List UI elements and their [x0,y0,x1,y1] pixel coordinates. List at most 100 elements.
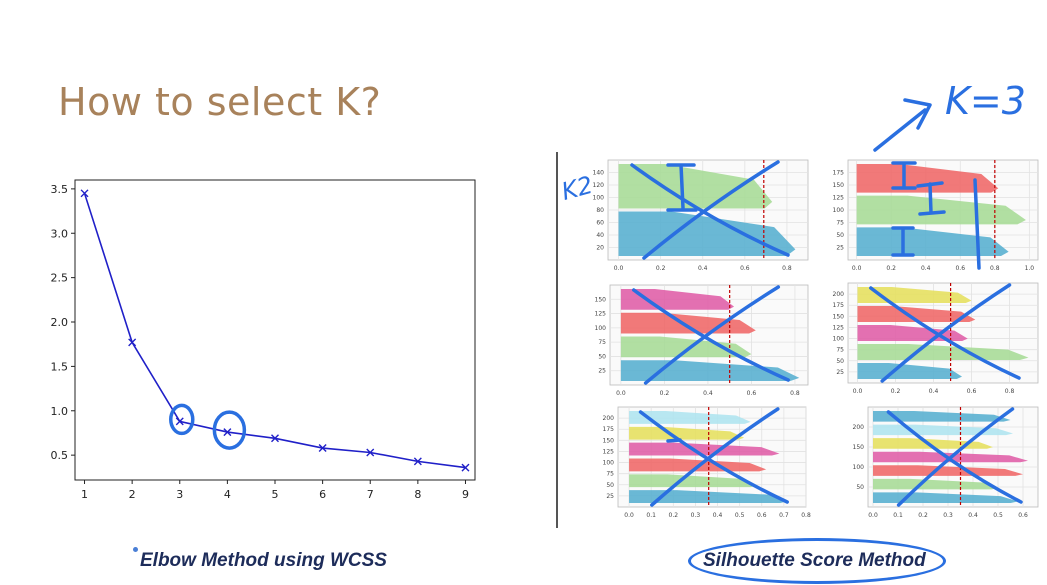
y-tick-label: 80 [596,207,604,214]
x-tick-label: 1.0 [1025,265,1035,272]
y-tick-label: 60 [596,220,604,227]
y-tick-label: 150 [595,296,607,303]
arrow-stroke [873,108,927,152]
cluster-silhouette-band [857,363,962,379]
y-tick-label: 25 [598,368,606,375]
x-tick-label: 0.6 [955,265,965,272]
x-tick-label: 0.8 [790,390,800,397]
y-tick-label: 25 [836,369,844,376]
x-tick-label: 6 [319,488,326,501]
pen-cross-stroke [643,285,781,385]
data-point-marker [80,189,89,198]
y-tick-label: 3.0 [51,227,69,240]
y-tick-label: 150 [833,313,845,320]
elbow-caption: Elbow Method using WCSS [140,550,387,571]
y-tick-label: 50 [856,484,864,491]
y-tick-label: 1.5 [51,360,69,373]
y-tick-label: 125 [833,195,845,202]
silhouette-plot-k5: 0.0 0.2 0.4 0.6 0.8 25 50 75 100 125 150 175 200 [833,282,1039,395]
y-tick-label: 150 [603,437,615,444]
k-equals-3-label: K=3 [945,79,1026,123]
x-tick-label: 0.3 [943,512,953,519]
silhouette-plot-k2: 0.0 0.2 0.4 0.6 0.8 20 40 60 80 100 120 140 [593,159,809,272]
x-tick-label: 0.5 [735,512,745,519]
x-tick-label: 0.4 [968,512,978,519]
pen-circle-annotation [169,403,195,436]
y-tick-label: 175 [833,302,845,309]
y-tick-label: 100 [595,325,607,332]
y-tick-label: 100 [853,464,865,471]
x-tick-label: 0.8 [801,512,811,519]
x-tick-label: 0.4 [929,388,939,395]
cluster-silhouette-band [629,411,751,424]
y-tick-label: 100 [833,207,845,214]
y-tick-label: 75 [606,471,614,478]
x-tick-label: 0.0 [624,512,634,519]
x-tick-label: 0.1 [646,512,656,519]
pen-cross-stroke [880,283,1012,383]
y-tick-label: 50 [836,358,844,365]
y-tick-label: 150 [833,182,845,189]
cluster-silhouette-band [620,312,756,334]
arrow-head-stroke [903,98,932,130]
y-tick-label: 200 [603,415,615,422]
cluster-silhouette-band [629,442,780,456]
panel-divider [556,152,558,528]
y-tick-label: 25 [606,493,614,500]
x-tick-label: 0.2 [918,512,928,519]
x-tick-label: 0.4 [921,265,931,272]
cluster-silhouette-band [857,344,1029,360]
y-tick-label: 175 [603,426,615,433]
y-tick-label: 25 [836,245,844,252]
x-tick-label: 0.0 [853,388,863,395]
y-tick-label: 120 [593,182,605,189]
x-tick-label: 0.2 [656,265,666,272]
x-tick-label: 0.3 [691,512,701,519]
y-tick-label: 1.0 [51,405,69,418]
cluster-silhouette-band [873,465,1023,476]
cluster-silhouette-band [629,474,758,488]
x-tick-label: 0.6 [1018,512,1028,519]
pen-cross-stroke [869,286,1021,380]
x-tick-label: 4 [224,488,231,501]
x-tick-label: 0.8 [1005,388,1015,395]
x-tick-label: 0.0 [868,512,878,519]
elbow-chart: 0.5 1.0 1.5 2.0 2.5 3.0 3.5 1 2 3 4 5 6 7 8 9 [51,179,476,501]
x-tick-label: 0.6 [740,265,750,272]
x-tick-label: 0.0 [852,265,862,272]
y-tick-label: 40 [596,232,604,239]
y-tick-label: 50 [606,482,614,489]
y-tick-label: 125 [603,448,615,455]
cluster-silhouette-band [629,426,745,440]
x-tick-label: 5 [272,488,279,501]
x-tick-label: 0.4 [703,390,713,397]
cluster-silhouette-band [873,478,998,490]
y-tick-label: 75 [836,347,844,354]
cluster-silhouette-band [873,411,1011,422]
silhouette-plot-k6: 0.0 0.1 0.2 0.3 0.4 0.5 0.6 0.7 0.8 25 50 75 100 125 1… [603,406,811,519]
x-tick-label: 0.2 [669,512,679,519]
x-tick-label: 2 [129,488,136,501]
slide-title: How to select K? [58,80,382,124]
y-tick-label: 2.0 [51,316,69,329]
y-tick-label: 140 [593,170,605,177]
x-tick-label: 0.7 [779,512,789,519]
y-tick-label: 175 [833,170,845,177]
y-tick-label: 100 [593,195,605,202]
pen-cross-stroke [638,410,789,504]
y-tick-label: 100 [603,460,615,467]
cluster-silhouette-band [620,289,735,310]
pen-cross-stroke [632,288,790,382]
y-tick-label: 100 [833,336,845,343]
y-tick-label: 125 [833,324,845,331]
data-point-marker [413,457,422,466]
data-point-marker [318,444,327,453]
y-tick-label: 3.5 [51,183,69,196]
x-tick-label: 0.0 [616,390,626,397]
data-point-marker [366,448,375,457]
x-tick-label: 0.5 [993,512,1003,519]
x-tick-label: 7 [367,488,374,501]
data-point-marker [461,463,470,472]
data-point-marker [223,428,232,437]
